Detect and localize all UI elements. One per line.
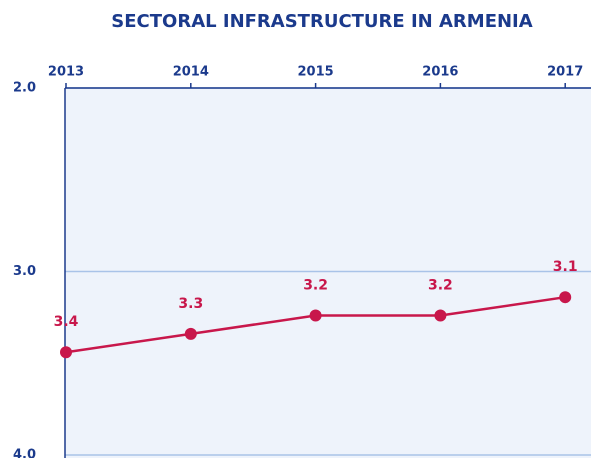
y-tick-label: 2.0 [13,81,36,96]
y-tick-label: 3.0 [13,264,36,279]
point [309,309,322,322]
data-label: 3.3 [178,296,203,312]
data-label: 3.4 [54,314,79,330]
data-label: 3.2 [428,278,453,294]
data-label: 3.2 [303,278,328,294]
point [559,291,572,304]
data-label: 3.1 [553,259,578,275]
point [60,346,72,359]
x-tick-label: 2015 [298,65,334,80]
x-tick-label: 2013 [48,65,84,80]
y-tick-label: 4.0 [13,448,36,458]
x-tick-label: 2014 [173,65,209,80]
point [184,327,197,340]
point [434,309,447,322]
x-tick-label: 2016 [422,65,458,80]
chart-title: SECTORAL INFRASTRUCTURE IN ARMENIA [111,11,532,32]
plot-area [65,88,591,458]
x-tick-label: 2017 [547,65,583,80]
